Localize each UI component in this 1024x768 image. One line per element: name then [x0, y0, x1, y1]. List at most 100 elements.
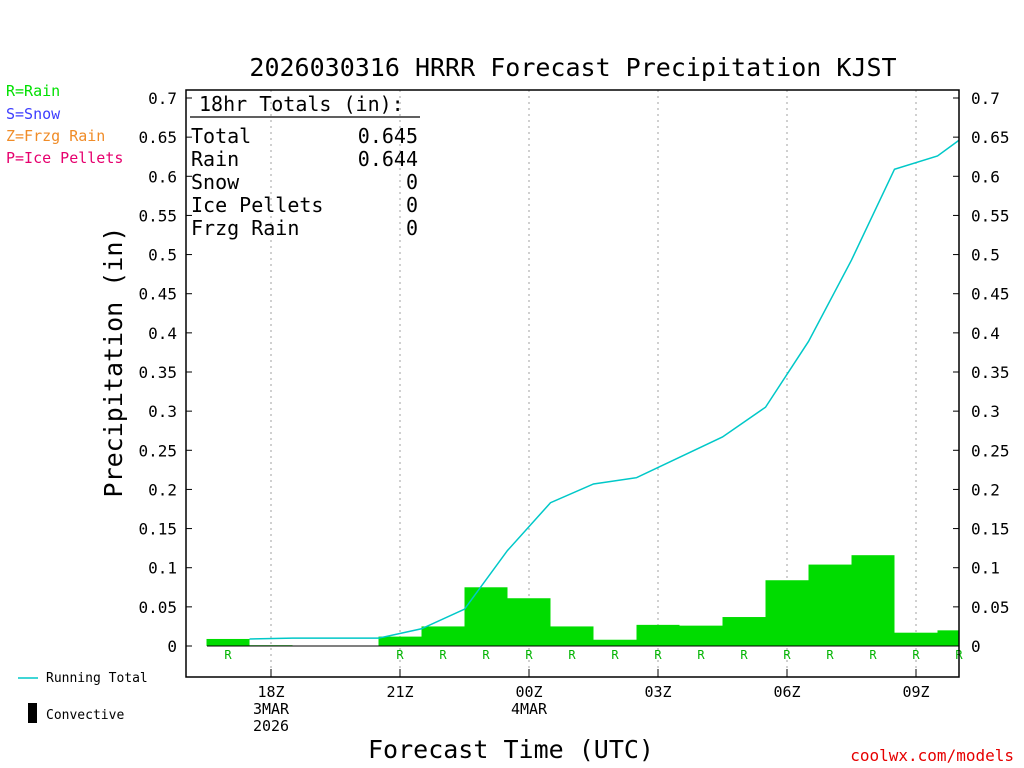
y-axis-right: 0 0.05 0.1 0.15 0.2 0.25 0.3 0.35 0.4 0.45 0.5 0.55… — [953, 89, 1010, 656]
type-legend: R=Rain S=Snow Z=Frzg Rain P=Ice Pellets — [6, 82, 123, 167]
y-tick-label-right: 0.7 — [971, 89, 1000, 108]
y-tick-label-right: 0.2 — [971, 480, 1000, 499]
running-total-line — [249, 139, 960, 640]
x-axis-label: Forecast Time (UTC) — [368, 735, 654, 764]
precip-bar — [808, 564, 852, 646]
precip-bar — [636, 624, 680, 646]
credit-text: coolwx.com/models — [850, 746, 1014, 765]
y-tick-label-left: 0.2 — [148, 480, 177, 499]
y-tick-label-right: 0.5 — [971, 246, 1000, 265]
x-tick-label: 03Z — [644, 683, 671, 701]
totals-row-label: Snow — [191, 170, 240, 194]
totals-header: 18hr Totals (in): — [199, 92, 404, 116]
x-tick-label: 3MAR — [253, 700, 290, 718]
convective-legend-label: Convective — [46, 708, 124, 723]
x-tick-label: 06Z — [773, 683, 800, 701]
type-code-label: R — [783, 648, 791, 662]
y-tick-label-left: 0.3 — [148, 402, 177, 421]
totals-row-value: 0.644 — [358, 147, 418, 171]
precip-bar — [378, 636, 422, 646]
precip-bar — [421, 626, 465, 646]
y-tick-label-right: 0.25 — [971, 441, 1010, 460]
type-code-label: R — [525, 648, 533, 662]
precip-bar — [937, 630, 959, 646]
y-tick-label-left: 0.15 — [138, 520, 177, 539]
y-tick-label-left: 0.7 — [148, 89, 177, 108]
precip-bar — [851, 555, 895, 646]
bottom-legend: Running Total Convective — [18, 671, 148, 723]
x-tick-label: 18Z — [257, 683, 284, 701]
y-tick-label-right: 0.6 — [971, 167, 1000, 186]
y-tick-label-left: 0.4 — [148, 324, 177, 343]
totals-row-value: 0 — [406, 193, 418, 217]
y-tick-label-right: 0.4 — [971, 324, 1000, 343]
y-tick-label-left: 0.55 — [138, 206, 177, 225]
y-tick-label-right: 0.15 — [971, 520, 1010, 539]
x-tick-label: 4MAR — [511, 700, 548, 718]
type-code-label: R — [224, 648, 232, 662]
x-tick-label: 09Z — [902, 683, 929, 701]
x-grid — [270, 90, 917, 677]
y-tick-label-right: 0.55 — [971, 206, 1010, 225]
y-tick-label-left: 0.5 — [148, 246, 177, 265]
totals-row-value: 0 — [406, 170, 418, 194]
type-code-label: R — [439, 648, 447, 662]
totals-row-label: Rain — [191, 147, 239, 171]
type-code-label: R — [654, 648, 662, 662]
x-tick-label: 21Z — [386, 683, 413, 701]
type-code-label: R — [826, 648, 834, 662]
totals-row-value: 0 — [406, 216, 418, 240]
type-code-label: R — [740, 648, 748, 662]
totals-rows: Total 0.645 Rain 0.644 Snow 0 Ice Pellets 0 Frzg… — [191, 124, 418, 240]
y-tick-label-left: 0.1 — [148, 559, 177, 578]
type-code-label: R — [611, 648, 619, 662]
totals-row-label: Ice Pellets — [191, 193, 323, 217]
y-tick-label-left: 0.6 — [148, 167, 177, 186]
type-code-label: R — [482, 648, 490, 662]
precip-bar — [894, 632, 938, 646]
totals-row-value: 0.645 — [358, 124, 418, 148]
x-tick-label: 2026 — [253, 717, 289, 735]
y-tick-label-left: 0.05 — [138, 598, 177, 617]
plot-frame — [185, 89, 960, 678]
totals-row-label: Total — [191, 124, 251, 148]
y-tick-label-right: 0.45 — [971, 285, 1010, 304]
y-tick-label-right: 0.05 — [971, 598, 1010, 617]
legend-ice-pellets: P=Ice Pellets — [6, 149, 123, 167]
precip-bar — [722, 617, 766, 646]
precip-bar — [765, 580, 809, 646]
y-tick-label-left: 0.65 — [138, 128, 177, 147]
y-tick-label-right: 0.3 — [971, 402, 1000, 421]
totals-box: 18hr Totals (in): Total 0.645 Rain 0.644 Sno… — [190, 92, 420, 240]
y-axis-label: Precipitation (in) — [99, 227, 128, 498]
precip-bar — [550, 626, 594, 646]
running-total-layer — [249, 139, 960, 640]
y-tick-label-right: 0.65 — [971, 128, 1010, 147]
legend-rain: R=Rain — [6, 82, 60, 100]
convective-swatch — [28, 703, 37, 723]
y-tick-label-left: 0.25 — [138, 441, 177, 460]
y-tick-label-right: 0.1 — [971, 559, 1000, 578]
type-code-label: R — [912, 648, 920, 662]
type-code-label: R — [396, 648, 404, 662]
y-tick-label-left: 0 — [167, 637, 177, 656]
bars-layer — [206, 555, 959, 647]
chart-title: 2026030316 HRRR Forecast Precipitation K… — [249, 53, 896, 82]
y-axis-left: 0 0.05 0.1 0.15 0.2 0.25 0.3 0.35 0.4 0.45 0.5 0.55… — [138, 89, 192, 656]
precip-bar — [206, 638, 250, 646]
x-tick-label: 00Z — [515, 683, 542, 701]
y-tick-label-right: 0.35 — [971, 363, 1010, 382]
precip-bar — [679, 625, 723, 646]
precip-bar — [464, 587, 508, 646]
y-tick-label-left: 0.35 — [138, 363, 177, 382]
totals-row-label: Frzg Rain — [191, 216, 299, 240]
type-code-label: R — [869, 648, 877, 662]
y-tick-label-left: 0.45 — [138, 285, 177, 304]
precip-bar — [593, 639, 637, 646]
legend-snow: S=Snow — [6, 105, 61, 123]
type-code-label: R — [697, 648, 705, 662]
precip-bar — [507, 598, 551, 646]
